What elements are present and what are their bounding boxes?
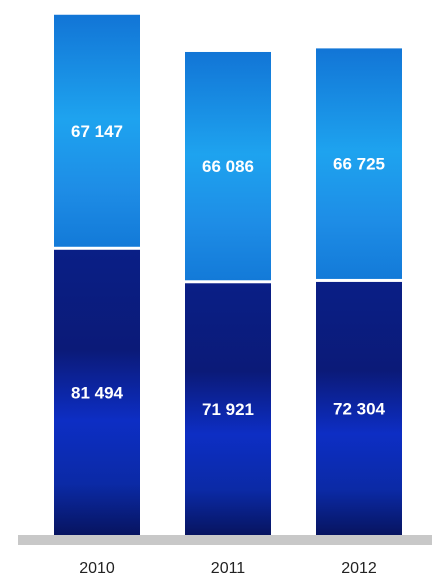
data-label-2010-series-2: 67 147 (71, 122, 123, 141)
data-label-2012-series-2: 66 725 (333, 155, 385, 174)
bar-2012-series-1 (316, 281, 402, 535)
bar-2011-series-1 (185, 283, 271, 535)
data-label-2010-series-1: 81 494 (71, 383, 124, 402)
x-axis-baseline (18, 535, 432, 545)
bar-2010-series-1 (54, 249, 140, 535)
data-label-2011-series-2: 66 086 (202, 157, 254, 176)
bar-2012-series-2 (316, 48, 402, 279)
data-label-2012-series-1: 72 304 (333, 399, 386, 418)
x-tick-label-2012: 2012 (341, 560, 377, 577)
x-tick-label-2011: 2011 (211, 560, 246, 577)
x-tick-label-2010: 2010 (79, 560, 115, 577)
data-label-2011-series-1: 71 921 (202, 400, 254, 419)
bar-2011-series-2 (185, 51, 271, 281)
bar-2010-series-2 (54, 14, 140, 247)
